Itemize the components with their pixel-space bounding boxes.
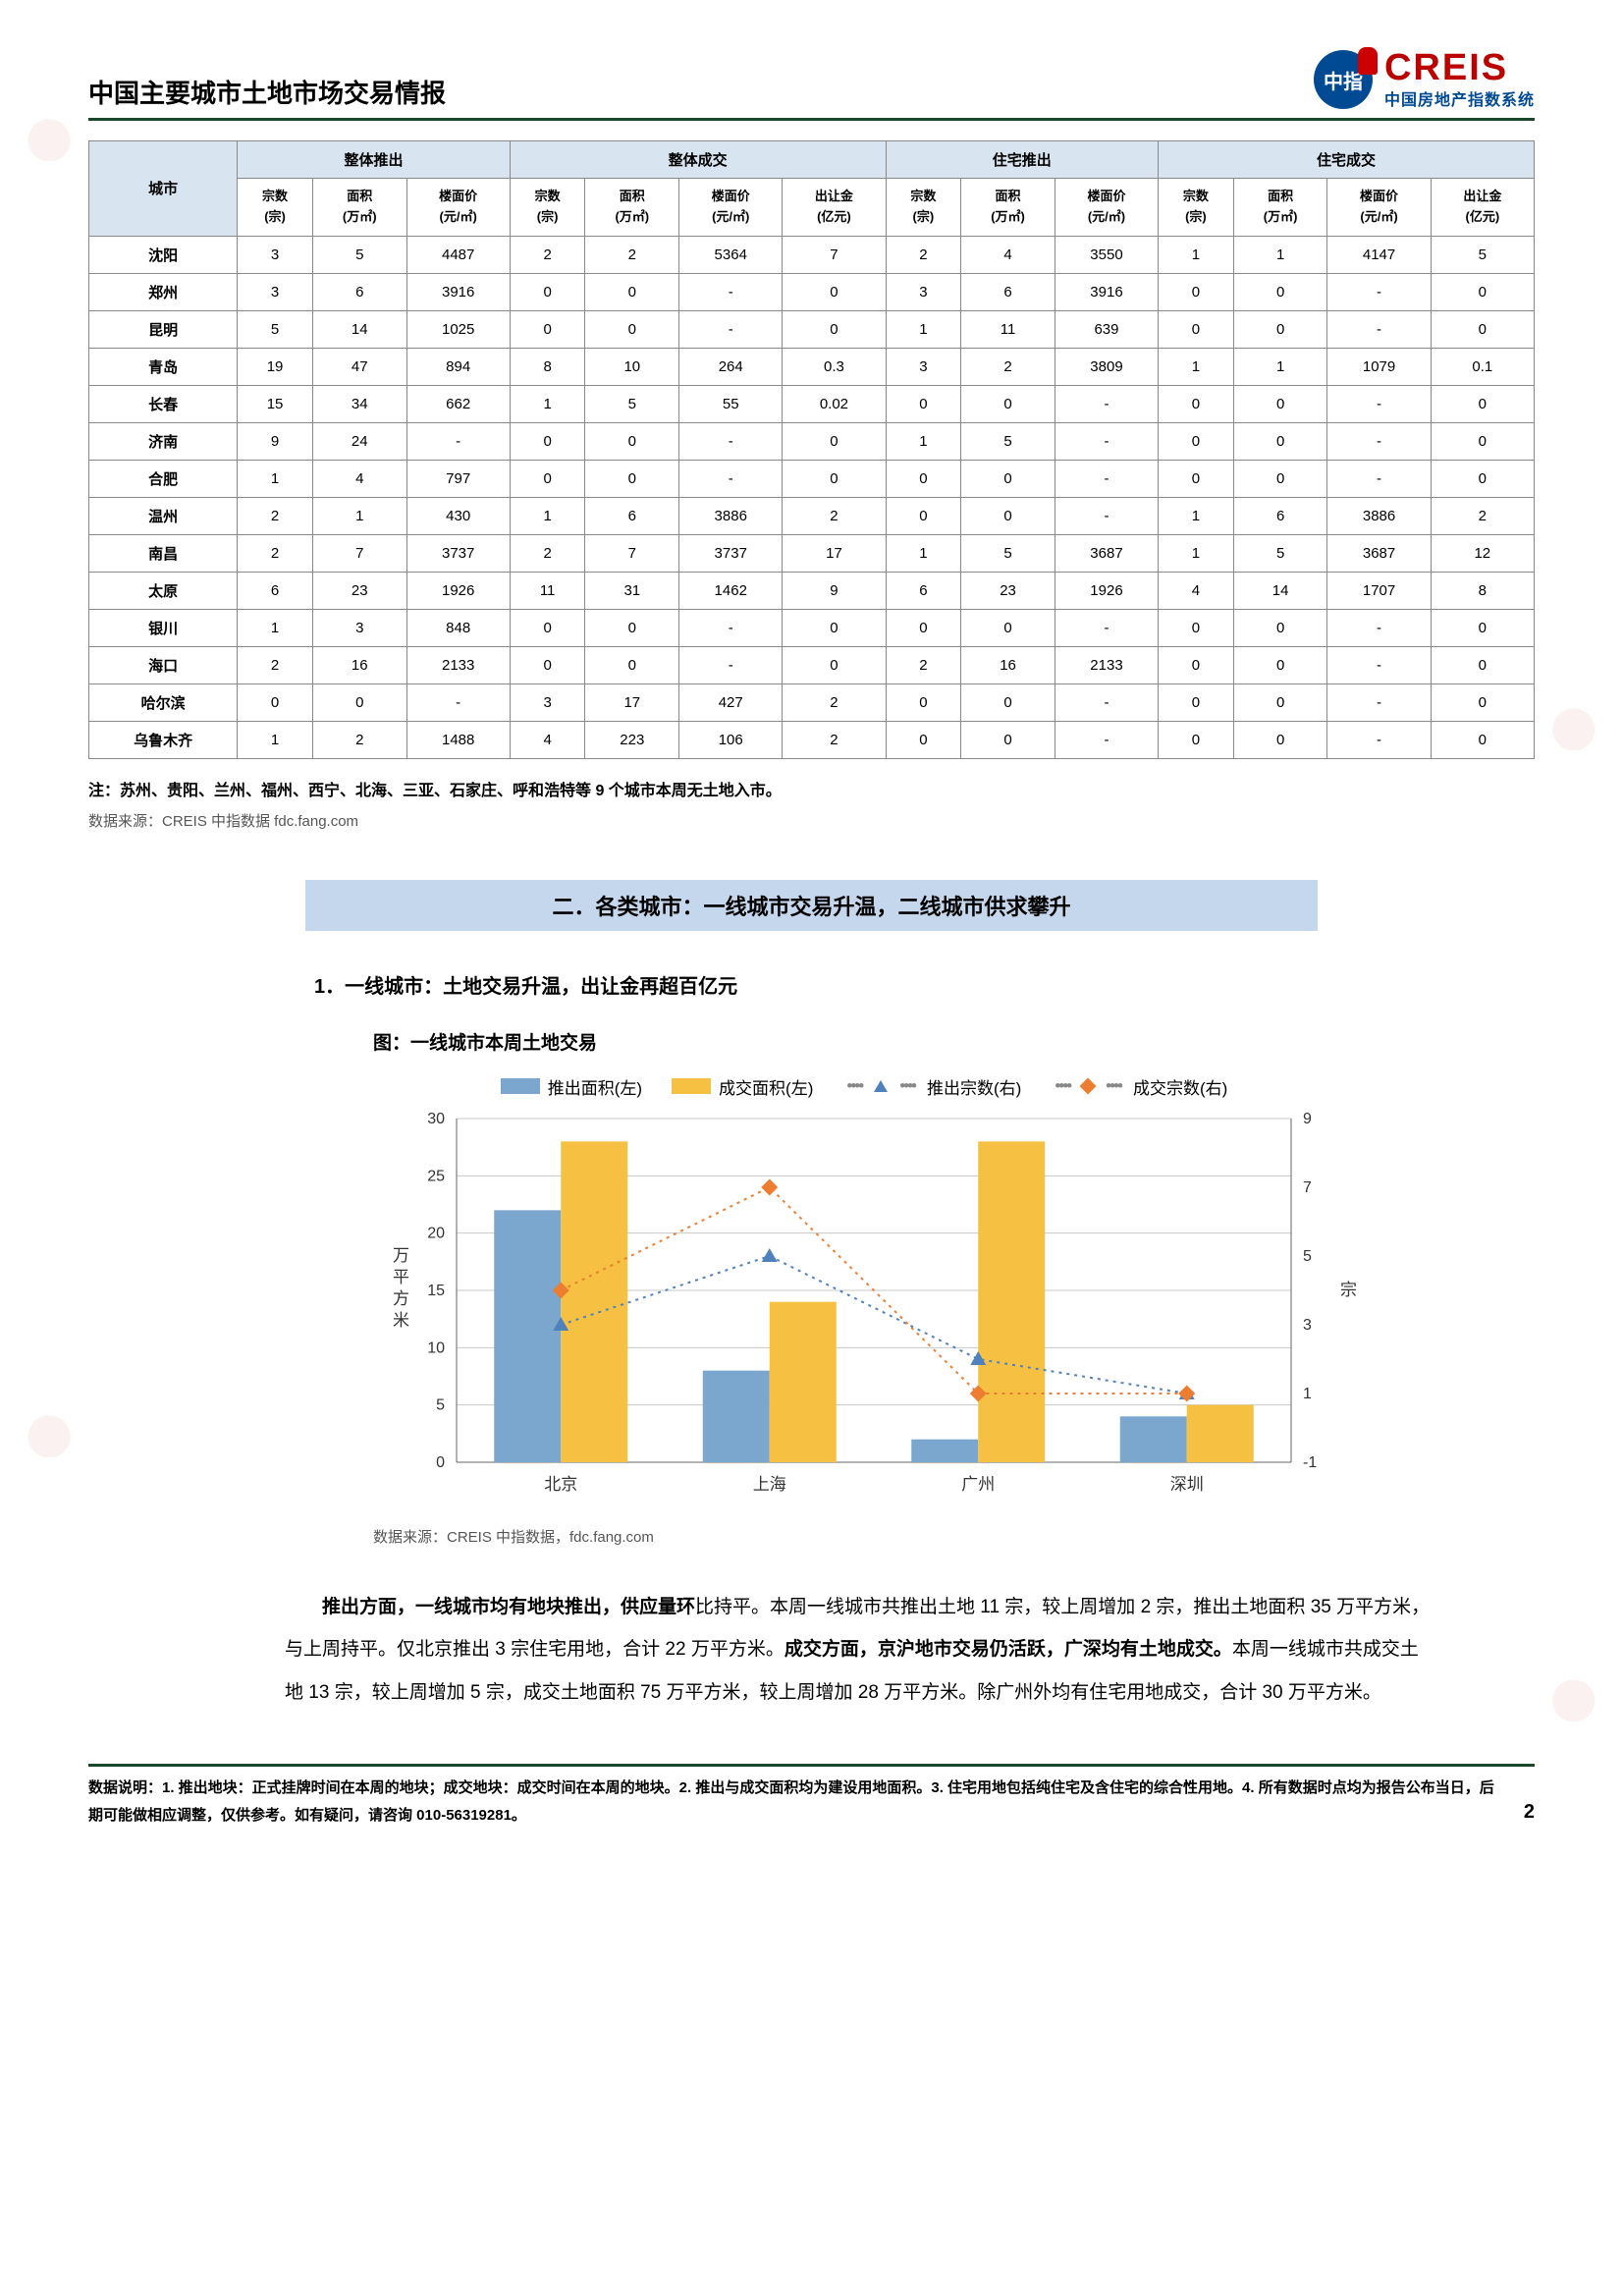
table-row: 合肥1479700-000-00-0 — [89, 460, 1535, 497]
svg-text:平: 平 — [393, 1268, 409, 1286]
chart-title: 图：一线城市本周土地交易 — [373, 1028, 1535, 1055]
legend-1: 推出面积(左) — [548, 1074, 642, 1099]
chart-source: 数据来源：CREIS 中指数据，fdc.fang.com — [373, 1526, 1535, 1547]
subhead: 楼面价(元/㎡) — [406, 179, 510, 237]
svg-text:5: 5 — [1303, 1248, 1312, 1265]
subheading: 1．一线城市：土地交易升温，出让金再超百亿元 — [314, 970, 1535, 999]
chart-legend: 推出面积(左) 成交面积(左) ••••••••推出宗数(右) ••••••••… — [363, 1074, 1365, 1099]
svg-text:10: 10 — [427, 1339, 445, 1356]
svg-text:方: 方 — [393, 1289, 409, 1308]
svg-text:7: 7 — [1303, 1179, 1312, 1196]
svg-text:30: 30 — [427, 1111, 445, 1127]
table-row: 昆明514102500-011163900-0 — [89, 310, 1535, 348]
logo-icon: 中指 — [1314, 50, 1373, 109]
subhead: 楼面价(元/㎡) — [679, 179, 783, 237]
table-row: 青岛19478948102640.33238091110790.1 — [89, 348, 1535, 385]
subhead: 面积(万㎡) — [961, 179, 1055, 237]
legend-4: 成交宗数(右) — [1133, 1074, 1227, 1099]
col-city: 城市 — [89, 141, 238, 237]
svg-text:0: 0 — [436, 1454, 445, 1471]
svg-text:3: 3 — [1303, 1317, 1312, 1334]
svg-text:上海: 上海 — [753, 1475, 786, 1494]
svg-text:北京: 北京 — [544, 1475, 577, 1494]
table-row: 哈尔滨00-317427200-00-0 — [89, 683, 1535, 721]
svg-text:万: 万 — [393, 1246, 409, 1265]
subhead: 楼面价(元/㎡) — [1055, 179, 1158, 237]
subhead: 面积(万㎡) — [585, 179, 679, 237]
group-4: 住宅成交 — [1159, 141, 1535, 179]
svg-text:宗: 宗 — [1340, 1281, 1357, 1299]
svg-text:25: 25 — [427, 1168, 445, 1184]
group-1: 整体推出 — [238, 141, 511, 179]
table-row: 沈阳35448722536472435501141475 — [89, 236, 1535, 273]
table-row: 银川1384800-000-00-0 — [89, 609, 1535, 646]
subhead: 宗数(宗) — [1159, 179, 1234, 237]
logo-text: CREIS — [1384, 49, 1535, 86]
logo-subtitle: 中国房地产指数系统 — [1384, 86, 1535, 110]
table-source: 数据来源：CREIS 中指数据 fdc.fang.com — [88, 810, 1535, 831]
subhead: 宗数(宗) — [238, 179, 313, 237]
group-2: 整体成交 — [510, 141, 886, 179]
svg-text:20: 20 — [427, 1225, 445, 1241]
table-row: 郑州36391600-036391600-0 — [89, 273, 1535, 310]
table-row: 长春153466215550.0200-00-0 — [89, 385, 1535, 422]
subhead: 楼面价(元/㎡) — [1327, 179, 1431, 237]
page-number: 2 — [1524, 1793, 1535, 1831]
svg-text:1: 1 — [1303, 1386, 1312, 1402]
table-note: 注：苏州、贵阳、兰州、福州、西宁、北海、三亚、石家庄、呼和浩特等 9 个城市本周… — [88, 777, 1535, 800]
data-table: 城市 整体推出 整体成交 住宅推出 住宅成交 宗数(宗)面积(万㎡)楼面价(元/… — [88, 140, 1535, 759]
subhead: 宗数(宗) — [886, 179, 961, 237]
section-heading: 二．各类城市：一线城市交易升温，二线城市供求攀升 — [305, 880, 1318, 931]
footer: 数据说明：1. 推出地块：正式挂牌时间在本周的地块；成交地块：成交时间在本周的地… — [88, 1764, 1535, 1831]
table-row: 海口216213300-0216213300-0 — [89, 646, 1535, 683]
table-row: 济南924-00-015-00-0 — [89, 422, 1535, 460]
page-title: 中国主要城市土地市场交易情报 — [88, 74, 446, 110]
svg-text:广州: 广州 — [961, 1475, 995, 1494]
table-row: 乌鲁木齐1214884223106200-00-0 — [89, 721, 1535, 758]
table-row: 太原6231926113114629623192641417078 — [89, 572, 1535, 609]
page-header: 中国主要城市土地市场交易情报 中指 CREIS 中国房地产指数系统 — [88, 49, 1535, 121]
table-row: 南昌2737372737371715368715368712 — [89, 534, 1535, 572]
svg-text:深圳: 深圳 — [1170, 1475, 1204, 1494]
table-row: 温州21430163886200-1638862 — [89, 497, 1535, 534]
svg-text:15: 15 — [427, 1283, 445, 1299]
svg-text:-1: -1 — [1303, 1454, 1317, 1471]
svg-text:5: 5 — [436, 1396, 445, 1413]
chart-svg: 0 5 10 15 20 25 30 -1 1 3 5 7 9 北京 上海 广州 深圳 万平方米 宗 — [363, 1109, 1365, 1511]
subhead: 宗数(宗) — [510, 179, 585, 237]
group-3: 住宅推出 — [886, 141, 1159, 179]
paragraph: 推出方面，一线城市均有地块推出，供应量环比持平。本周一线城市共推出土地 11 宗… — [285, 1586, 1436, 1715]
svg-text:米: 米 — [393, 1311, 409, 1330]
logo: 中指 CREIS 中国房地产指数系统 — [1314, 49, 1535, 110]
subhead: 出让金(亿元) — [1431, 179, 1534, 237]
subhead: 面积(万㎡) — [312, 179, 406, 237]
svg-text:9: 9 — [1303, 1111, 1312, 1127]
legend-2: 成交面积(左) — [719, 1074, 813, 1099]
subhead: 出让金(亿元) — [783, 179, 886, 237]
legend-3: 推出宗数(右) — [927, 1074, 1021, 1099]
chart: 推出面积(左) 成交面积(左) ••••••••推出宗数(右) ••••••••… — [363, 1074, 1365, 1516]
footer-text: 数据说明：1. 推出地块：正式挂牌时间在本周的地块；成交地块：成交时间在本周的地… — [88, 1775, 1494, 1831]
subhead: 面积(万㎡) — [1233, 179, 1327, 237]
